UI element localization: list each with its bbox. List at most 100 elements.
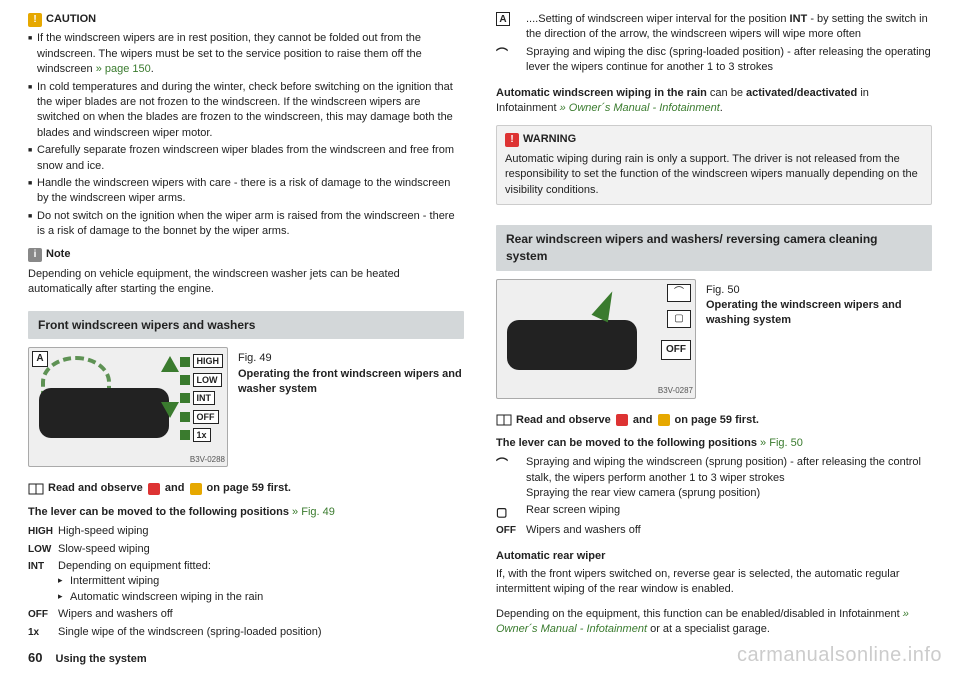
warning-icon: ! xyxy=(505,133,519,147)
link-infotainment[interactable]: » Owner´s Manual - Infotainment xyxy=(560,102,720,114)
page-number: 60 xyxy=(28,650,42,665)
warning-label: WARNING xyxy=(523,132,576,147)
green-marker-icon xyxy=(180,357,190,367)
auto-rear-title: Automatic rear wiper xyxy=(496,549,932,564)
lever-intro: The lever can be moved to the following … xyxy=(28,505,464,520)
arrow-down-icon xyxy=(161,402,179,418)
link-fig50[interactable]: » Fig. 50 xyxy=(760,437,803,449)
note-icon: i xyxy=(28,248,42,262)
fig49-caption: Fig. 49 Operating the front windscreen w… xyxy=(238,347,464,467)
pos-val: Single wipe of the windscreen (spring-lo… xyxy=(58,625,464,640)
caution-header: ! CAUTION xyxy=(28,12,464,27)
note-text: Depending on vehicle equipment, the wind… xyxy=(28,267,464,298)
pos-key: OFF xyxy=(28,607,58,622)
wipe-icon: ▢ xyxy=(496,503,526,521)
fig-corner-a: A xyxy=(32,351,48,367)
fig-label: INT xyxy=(193,391,216,405)
positions-list-right: ⌒ Spraying and wiping the windscreen (sp… xyxy=(496,455,932,540)
caution-icon: ! xyxy=(28,13,42,27)
arrow-diag-icon xyxy=(592,287,621,322)
fig-label: OFF xyxy=(193,410,219,424)
pos-val: Wipers and washers off xyxy=(58,607,464,622)
note-label: Note xyxy=(46,247,70,262)
book-icon xyxy=(496,414,512,426)
wipe-window-icon: ▢ xyxy=(667,310,691,328)
fig-label: HIGH xyxy=(193,354,224,368)
fig50-block: ⌒ ▢ OFF B3V-0287 Fig. 50 Operating the w… xyxy=(496,279,932,399)
wiper-lever-icon xyxy=(507,320,637,370)
page-footer: 60 Using the system xyxy=(28,649,147,667)
pos-val: Depending on equipment fitted: Intermitt… xyxy=(58,559,464,605)
pos-row: HIGH High-speed wiping xyxy=(28,524,464,539)
pos-val: ....Setting of windscreen wiper interval… xyxy=(526,12,932,43)
pos-sub: Intermittent wiping xyxy=(58,574,464,589)
green-marker-icon xyxy=(180,430,190,440)
fig49-block: A HIGH LOW INT OFF 1x B3V-0288 Fig. 49 O… xyxy=(28,347,464,467)
spray-window-icon: ⌒ xyxy=(667,284,691,302)
fig-code: B3V-0287 xyxy=(658,385,693,396)
fig50-caption: Fig. 50 Operating the windscreen wipers … xyxy=(706,279,932,399)
pos-row: OFF Wipers and washers off xyxy=(28,607,464,622)
fig-label: 1x xyxy=(193,428,211,442)
caution-ref-icon xyxy=(658,414,670,426)
pos-key-boxed: A xyxy=(496,12,510,26)
watermark: carmanualsonline.info xyxy=(737,641,942,669)
lever-intro-right: The lever can be moved to the following … xyxy=(496,436,932,451)
note-header: i Note xyxy=(28,247,464,262)
pos-row: LOW Slow-speed wiping xyxy=(28,542,464,557)
warning-text: Automatic wiping during rain is only a s… xyxy=(505,152,923,198)
off-label: OFF xyxy=(661,340,691,360)
fig50-image: ⌒ ▢ OFF B3V-0287 xyxy=(496,279,696,399)
warn-ref-icon xyxy=(616,414,628,426)
arrow-up-icon xyxy=(161,356,179,372)
caution-ref-icon xyxy=(190,483,202,495)
right-column: A ....Setting of windscreen wiper interv… xyxy=(492,12,932,665)
auto-rear-text2: Depending on the equipment, this functio… xyxy=(496,607,932,638)
pos-val: Wipers and washers off xyxy=(526,523,932,538)
positions-list-left: HIGH High-speed wiping LOW Slow-speed wi… xyxy=(28,524,464,642)
fig49-image: A HIGH LOW INT OFF 1x B3V-0288 xyxy=(28,347,228,467)
page-section: Using the system xyxy=(56,653,147,665)
green-marker-icon xyxy=(180,393,190,403)
auto-wiping-text: Automatic windscreen wiping in the rain … xyxy=(496,86,932,117)
green-marker-icon xyxy=(180,375,190,385)
wiper-lever-icon xyxy=(39,388,169,438)
pos-val: Spraying and wiping the disc (spring-loa… xyxy=(526,45,932,76)
pos-key: INT xyxy=(28,559,58,605)
book-icon xyxy=(28,483,44,495)
pos-key: 1x xyxy=(28,625,58,640)
pos-val: Spraying and wiping the windscreen (spru… xyxy=(526,455,932,501)
spray-icon: ⌒ xyxy=(496,45,526,76)
fig-label: LOW xyxy=(193,373,222,387)
caution-item: Carefully separate frozen windscreen wip… xyxy=(28,143,464,174)
fig-number: Fig. 49 xyxy=(238,351,464,366)
caution-label: CAUTION xyxy=(46,12,96,27)
pos-sub: Automatic windscreen wiping in the rain xyxy=(58,590,464,605)
section-rear-wipers: Rear windscreen wipers and washers/ reve… xyxy=(496,225,932,271)
pos-key: LOW xyxy=(28,542,58,557)
positions-top-right: A ....Setting of windscreen wiper interv… xyxy=(496,12,932,78)
caution-item: If the windscreen wipers are in rest pos… xyxy=(28,31,464,77)
green-marker-icon xyxy=(180,412,190,422)
left-column: ! CAUTION If the windscreen wipers are i… xyxy=(28,12,468,665)
pos-row: INT Depending on equipment fitted: Inter… xyxy=(28,559,464,605)
fig-title: Operating the front windscreen wipers an… xyxy=(238,367,464,398)
caution-item: In cold temperatures and during the wint… xyxy=(28,80,464,142)
link-fig49[interactable]: » Fig. 49 xyxy=(292,506,335,518)
pos-row: ⌒ Spraying and wiping the disc (spring-l… xyxy=(496,45,932,76)
caution-bullets: If the windscreen wipers are in rest pos… xyxy=(28,31,464,241)
pos-row: OFF Wipers and washers off xyxy=(496,523,932,538)
pos-key: HIGH xyxy=(28,524,58,539)
caution-item: Handle the windscreen wipers with care -… xyxy=(28,176,464,207)
section-front-wipers: Front windscreen wipers and washers xyxy=(28,311,464,340)
link-page150[interactable]: » page 150 xyxy=(96,63,151,75)
pos-val: High-speed wiping xyxy=(58,524,464,539)
caution-item: Do not switch on the ignition when the w… xyxy=(28,209,464,240)
warning-header: ! WARNING xyxy=(505,132,923,147)
warning-box: ! WARNING Automatic wiping during rain i… xyxy=(496,125,932,205)
read-observe-line: Read and observe and on page 59 first. xyxy=(28,481,464,496)
pos-row: 1x Single wipe of the windscreen (spring… xyxy=(28,625,464,640)
pos-val: Rear screen wiping xyxy=(526,503,932,521)
fig-title: Operating the windscreen wipers and wash… xyxy=(706,298,932,329)
pos-row: A ....Setting of windscreen wiper interv… xyxy=(496,12,932,43)
